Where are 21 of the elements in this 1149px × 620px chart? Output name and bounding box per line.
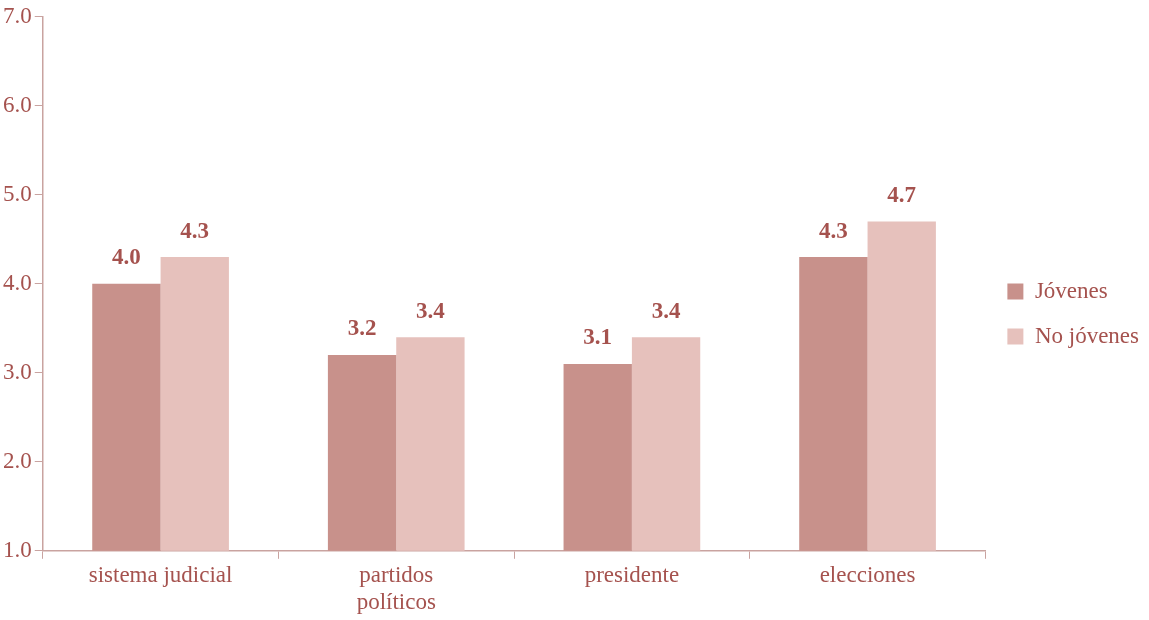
data-label: 4.0 [112, 244, 141, 270]
data-label: 4.3 [819, 217, 848, 243]
y-tick-label: 2.0 [3, 447, 32, 473]
data-label: 4.7 [887, 181, 917, 207]
data-label: 3.2 [347, 315, 377, 341]
legend-label: No jóvenes [1034, 322, 1140, 348]
x-tick-label: presidente [584, 561, 680, 587]
y-tick-label: 5.0 [3, 180, 32, 206]
legend-label: Jóvenes [1034, 277, 1108, 303]
x-tick-label: partidos políticos [356, 561, 436, 615]
y-tick-label: 1.0 [3, 536, 32, 562]
data-label: 4.3 [180, 217, 210, 243]
data-label: 3.4 [651, 297, 681, 323]
x-tick-label: elecciones [819, 561, 916, 587]
data-label: 3.1 [583, 324, 613, 350]
y-tick-label: 7.0 [3, 2, 32, 28]
data-label: 3.4 [416, 297, 446, 323]
y-tick-label: 6.0 [3, 91, 32, 117]
y-tick-label: 3.0 [3, 358, 32, 384]
y-tick-label: 4.0 [3, 269, 32, 295]
x-tick-label: sistema judicial [88, 561, 233, 587]
